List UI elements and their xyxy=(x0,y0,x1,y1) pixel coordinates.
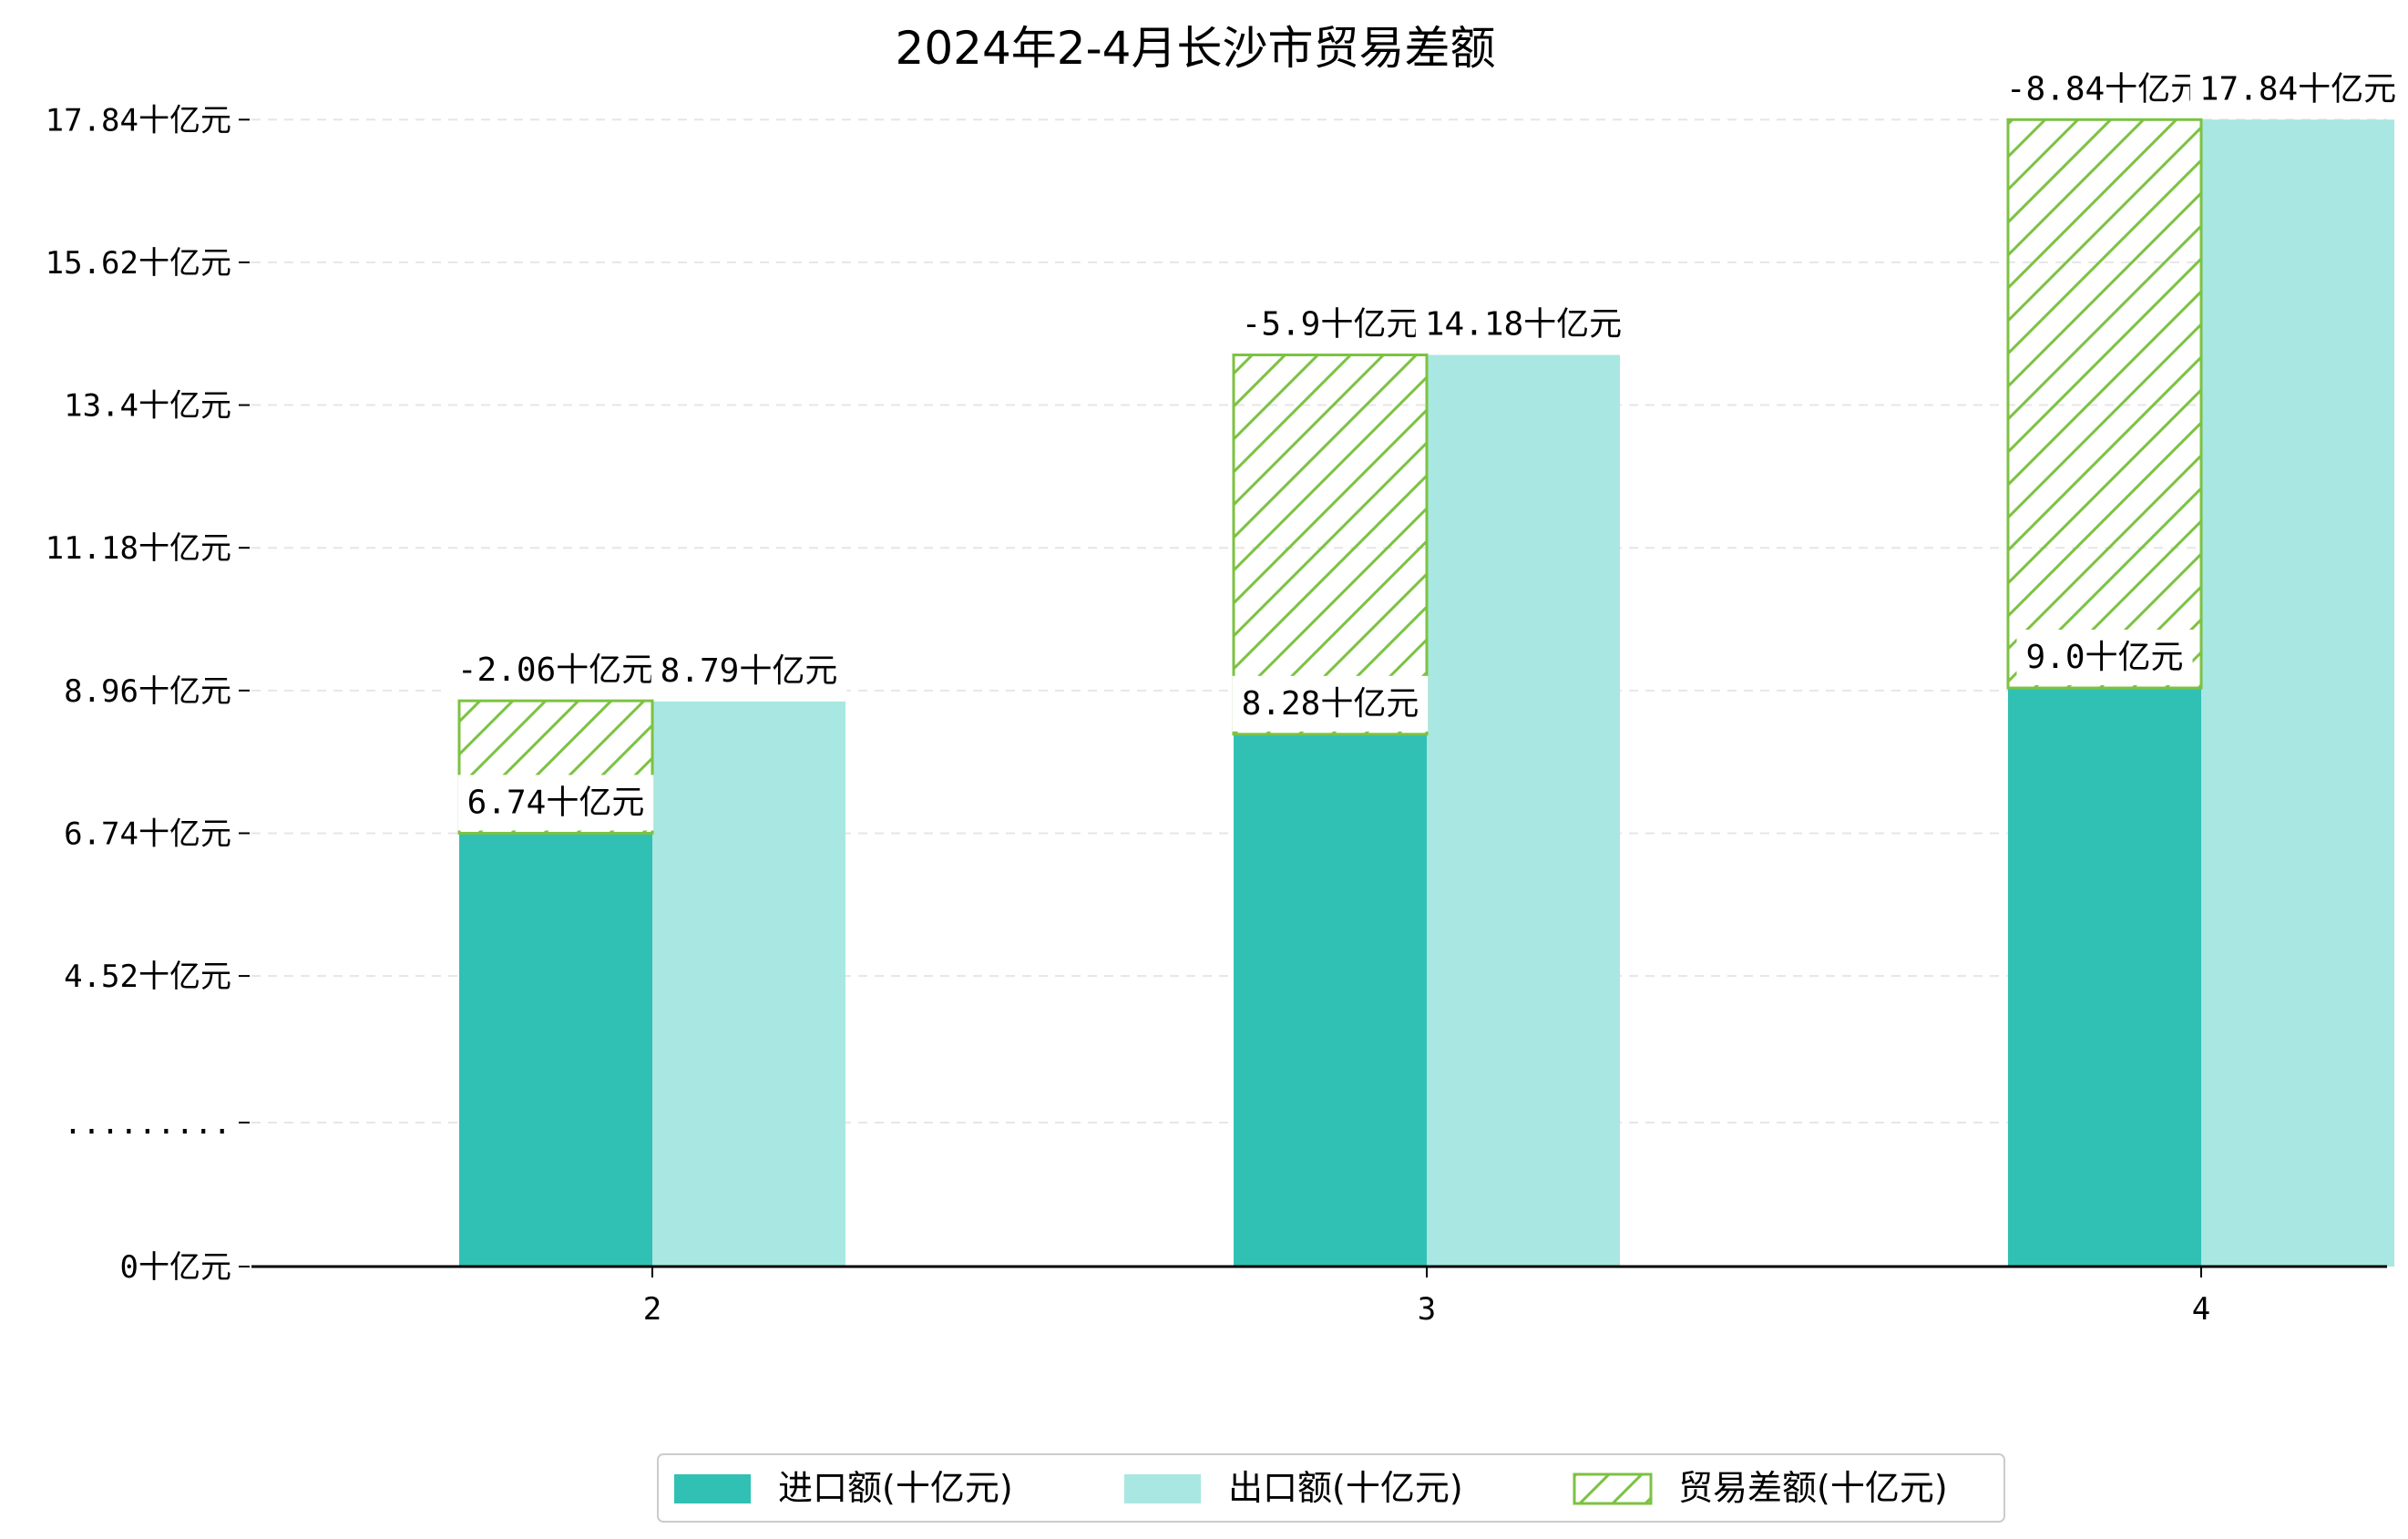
import-value-label: 6.74十亿元 xyxy=(467,784,645,821)
trade-balance-bar xyxy=(1232,354,1429,736)
legend-box xyxy=(657,1453,2005,1523)
import-bar xyxy=(2008,688,2201,1267)
import-bar xyxy=(1234,734,1427,1267)
y-tick-label: 11.18十亿元 xyxy=(46,530,231,567)
import-value-label-background xyxy=(457,775,654,831)
export-value-label-background xyxy=(651,642,847,699)
y-tick-label: 17.84十亿元 xyxy=(46,102,231,139)
legend: 进口额(十亿元) 出口额(十亿元) 贸易差额(十亿元) xyxy=(657,1453,2005,1523)
bars xyxy=(457,118,2394,1267)
trade-balance-value-label: -5.9十亿元 xyxy=(1242,306,1419,344)
legend-balance-swatch xyxy=(1573,1472,1653,1505)
data-labels: 6.74十亿元 -2.06十亿元 8.79十亿元 8.28十亿元 -5.9十亿元 14.1… xyxy=(447,61,2406,831)
y-tick-label: 15.62十亿元 xyxy=(46,245,231,282)
x-tick-label: 4 xyxy=(2192,1291,2210,1328)
import-bar xyxy=(459,833,652,1267)
export-value-label-background xyxy=(2189,61,2406,118)
export-value-label: 14.18十亿元 xyxy=(1425,306,1622,344)
y-tick-label: 4.52十亿元 xyxy=(64,959,231,995)
import-value-label: 9.0十亿元 xyxy=(2025,639,2183,676)
import-value-label-background xyxy=(1232,675,1429,732)
legend-export-swatch xyxy=(1124,1474,1201,1503)
y-tick-label: 0十亿元 xyxy=(120,1249,231,1286)
x-tick-label: 3 xyxy=(1418,1291,1436,1328)
export-bar xyxy=(2201,119,2394,1267)
chart-title: 2024年2-4月长沙市贸易差额 xyxy=(896,22,1496,75)
trade-balance-value-label: -8.84十亿元 xyxy=(2006,70,2203,108)
legend-import-label: 进口额(十亿元) xyxy=(778,1468,1013,1508)
legend-balance-label: 贸易差额(十亿元) xyxy=(1678,1468,1948,1508)
export-bar xyxy=(1427,354,1620,1267)
y-tick-label: 13.4十亿元 xyxy=(64,388,231,425)
legend-export-label: 出口额(十亿元) xyxy=(1228,1468,1463,1508)
trade-balance-value-label-background xyxy=(447,642,664,699)
y-tick-label: 8.96十亿元 xyxy=(64,673,231,710)
export-value-label: 17.84十亿元 xyxy=(2199,70,2396,108)
trade-balance-value-label-background xyxy=(1996,61,2213,118)
export-value-label: 8.79十亿元 xyxy=(661,652,838,690)
export-bar xyxy=(652,701,845,1267)
export-value-label-background xyxy=(1415,296,1632,353)
axes: 0十亿元......... 4.52十亿元 6.74十亿元 8.96十亿元 11.18十… xyxy=(46,102,2387,1328)
import-value-label-background xyxy=(2016,630,2193,685)
trade-balance-value-label: -2.06十亿元 xyxy=(457,652,654,689)
trade-balance-value-label-background xyxy=(1232,296,1429,353)
y-tick-label: 6.74十亿元 xyxy=(64,816,231,852)
legend-import-swatch xyxy=(674,1474,751,1503)
trade-balance-bar xyxy=(2006,118,2203,690)
y-tick-label: ......... xyxy=(64,1105,231,1142)
x-tick-label: 2 xyxy=(643,1291,661,1328)
import-value-label: 8.28十亿元 xyxy=(1242,685,1419,723)
